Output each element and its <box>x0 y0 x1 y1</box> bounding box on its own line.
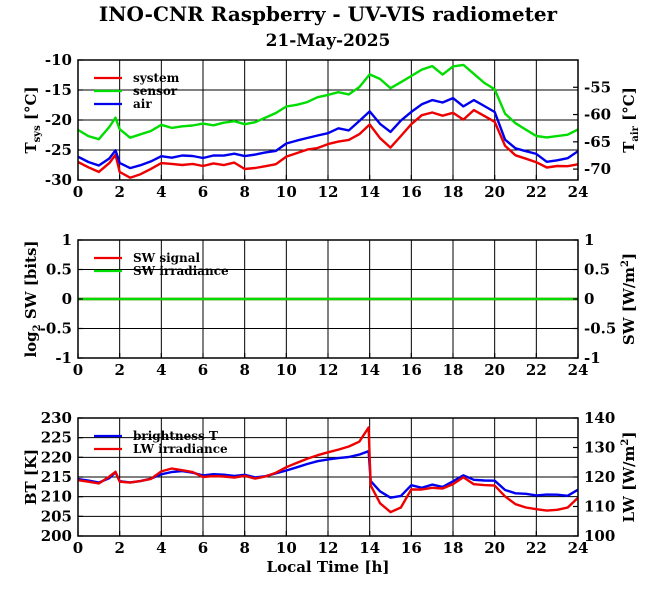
y-left-tick-label: 220 <box>41 448 72 466</box>
legend-label: sensor <box>133 84 178 98</box>
y-left-axis-label: BT [K] <box>22 449 40 505</box>
x-tick-label: 4 <box>156 361 166 379</box>
legend-label: air <box>133 97 152 111</box>
x-tick-label: 18 <box>443 183 464 201</box>
x-axis-label: Local Time [h] <box>267 558 390 576</box>
y-right-tick-label: 1 <box>584 231 594 249</box>
x-tick-label: 12 <box>318 539 339 557</box>
x-tick-label: 6 <box>198 183 208 201</box>
y-right-tick-label: -1 <box>584 349 601 367</box>
series-line-system <box>78 108 578 179</box>
y-left-tick-label: 215 <box>41 468 72 486</box>
series-line-sensor <box>78 63 578 141</box>
x-tick-label: 16 <box>401 183 422 201</box>
x-tick-label: 2 <box>114 361 124 379</box>
x-tick-label: 12 <box>318 361 339 379</box>
x-tick-label: 6 <box>198 361 208 379</box>
x-tick-label: 4 <box>156 539 166 557</box>
x-tick-label: 10 <box>276 539 297 557</box>
x-tick-label: 16 <box>401 539 422 557</box>
x-tick-label: 20 <box>484 183 505 201</box>
y-left-tick-label: 0.5 <box>46 261 72 279</box>
x-tick-label: 0 <box>73 361 83 379</box>
y-left-tick-label: 230 <box>41 409 72 427</box>
y-right-tick-label: -65 <box>584 133 611 151</box>
y-right-tick-label: 100 <box>584 527 615 545</box>
x-tick-label: 12 <box>318 183 339 201</box>
figure-date: 21-May-2025 <box>266 31 391 51</box>
legend-label: SW signal <box>133 251 201 265</box>
x-tick-label: 10 <box>276 361 297 379</box>
y-left-tick-label: -30 <box>45 171 72 189</box>
x-tick-label: 0 <box>73 183 83 201</box>
x-tick-label: 14 <box>359 183 380 201</box>
y-left-tick-label: 1 <box>62 231 72 249</box>
y-left-tick-label: -1 <box>55 349 72 367</box>
series-line-air <box>78 96 578 170</box>
x-tick-label: 24 <box>568 539 589 557</box>
y-right-tick-label: 110 <box>584 498 615 516</box>
x-tick-label: 14 <box>359 361 380 379</box>
x-tick-label: 22 <box>526 183 547 201</box>
x-tick-label: 8 <box>239 183 249 201</box>
x-tick-label: 24 <box>568 361 589 379</box>
legend-label: LW irradiance <box>133 442 228 456</box>
y-left-tick-label: -15 <box>45 81 72 99</box>
x-tick-label: 4 <box>156 183 166 201</box>
y-right-tick-label: 140 <box>584 409 615 427</box>
y-left-tick-label: 200 <box>41 527 72 545</box>
y-left-tick-label: 210 <box>41 488 72 506</box>
y-right-tick-label: -70 <box>584 160 611 178</box>
y-right-tick-label: -60 <box>584 106 611 124</box>
y-right-tick-label: 130 <box>584 439 615 457</box>
y-right-tick-label: 120 <box>584 468 615 486</box>
y-right-tick-label: 0.5 <box>584 261 610 279</box>
x-tick-label: 8 <box>239 361 249 379</box>
x-tick-label: 8 <box>239 539 249 557</box>
panel-longwave: 0 2 4 6 8 10 12 14 16 18 20 22 242002052102152202252… <box>22 409 638 557</box>
x-tick-label: 14 <box>359 539 380 557</box>
y-right-tick-label: -0.5 <box>584 320 616 338</box>
x-tick-label: 22 <box>526 539 547 557</box>
y-left-tick-label: -20 <box>45 111 72 129</box>
x-tick-label: 0 <box>73 539 83 557</box>
x-tick-label: 16 <box>401 361 422 379</box>
y-left-tick-label: -25 <box>45 141 72 159</box>
x-tick-label: 2 <box>114 539 124 557</box>
legend-label: system <box>133 71 180 85</box>
series-line-lw-irradiance <box>78 426 578 514</box>
panel-temperature: 0 2 4 6 8 10 12 14 16 18 20 22 24-30-25-20-15-10-70-… <box>22 51 641 201</box>
panel-shortwave: 0 2 4 6 8 10 12 14 16 18 20 22 24-1-0.500.51-1-0.500… <box>22 231 638 379</box>
x-tick-label: 18 <box>443 361 464 379</box>
x-tick-label: 10 <box>276 183 297 201</box>
x-tick-label: 20 <box>484 539 505 557</box>
y-right-axis-label: LW [W/m2] <box>620 432 638 523</box>
figure-title: INO-CNR Raspberry - UV-VIS radiometer <box>99 2 558 26</box>
y-right-axis-label: SW [W/m2] <box>620 253 638 345</box>
y-left-tick-label: 225 <box>41 429 72 447</box>
y-right-axis-label: Tair [°C] <box>620 87 641 153</box>
x-tick-label: 6 <box>198 539 208 557</box>
y-left-tick-label: 0 <box>62 290 72 308</box>
x-tick-label: 24 <box>568 183 589 201</box>
y-left-tick-label: -0.5 <box>40 320 72 338</box>
legend-label: SW irradiance <box>133 264 229 278</box>
x-tick-label: 18 <box>443 539 464 557</box>
legend-label: brightness T <box>133 429 218 443</box>
x-tick-label: 22 <box>526 361 547 379</box>
y-left-axis-label: log2 SW [bits] <box>22 240 43 357</box>
x-tick-label: 20 <box>484 361 505 379</box>
y-left-tick-label: 205 <box>41 507 72 525</box>
y-right-tick-label: -55 <box>584 78 611 96</box>
y-left-tick-label: -10 <box>45 51 72 69</box>
y-right-tick-label: 0 <box>584 290 594 308</box>
x-tick-label: 2 <box>114 183 124 201</box>
y-left-axis-label: Tsys [°C] <box>22 86 43 153</box>
